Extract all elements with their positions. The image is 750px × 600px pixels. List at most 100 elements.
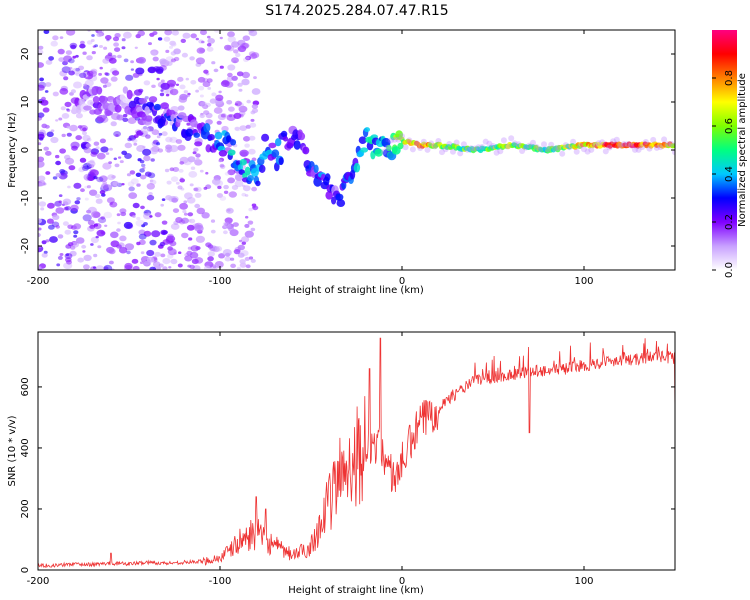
spectrogram-noise-blob: [55, 225, 60, 229]
spectrogram-noise-blob: [245, 55, 252, 61]
spectrogram-noise-blob: [192, 151, 197, 155]
spectrogram-halo-blob: [388, 137, 395, 144]
spectrogram-noise-blob: [177, 185, 183, 190]
spectrogram-noise-blob: [94, 44, 98, 48]
spectrogram-noise-blob: [223, 190, 229, 194]
spectrogram-ridge-blob: [207, 134, 215, 141]
spectrogram-noise-blob: [188, 171, 198, 178]
spectrogram-noise-blob: [210, 229, 216, 234]
spectrogram-noise-blob: [113, 157, 118, 161]
spectrogram-noise-blob: [93, 253, 98, 258]
spectrogram-noise-blob: [100, 77, 109, 84]
spectrogram-noise-blob: [90, 243, 94, 246]
spectrogram-noise-blob: [127, 181, 135, 187]
spectrogram-noise-blob: [238, 105, 248, 113]
spectrogram-noise-blob: [52, 214, 60, 220]
spectrogram-noise-blob: [203, 186, 208, 190]
spectrogram-noise-blob: [61, 133, 66, 138]
spectrogram-noise-blob: [69, 42, 78, 49]
spectrogram-noise-blob: [169, 45, 173, 49]
spectrogram-noise-blob: [78, 167, 85, 173]
spectrogram-noise-blob: [224, 81, 234, 88]
spectrogram-noise-blob: [102, 181, 108, 185]
spectrogram-noise-blob: [138, 233, 147, 240]
spectrogram-noise-blob: [205, 242, 212, 248]
spectrogram-noise-blob: [180, 38, 186, 44]
spectrogram-noise-blob: [246, 99, 251, 104]
spectrogram-noise-blob: [226, 45, 235, 52]
spectrogram-noise-blob: [126, 173, 131, 177]
spectrogram-noise-blob: [169, 136, 178, 143]
spectrogram-noise-blob: [178, 219, 186, 225]
spectrogram-noise-blob: [207, 251, 215, 257]
spectrogram-noise-blob: [199, 114, 205, 119]
spectrogram-noise-blob: [110, 121, 117, 127]
spectrogram-noise-blob: [223, 184, 229, 190]
spectrogram-noise-blob: [81, 164, 86, 169]
spectrogram-noise-blob: [73, 230, 79, 235]
spectrogram-noise-blob: [119, 208, 127, 214]
spectrogram-noise-blob: [186, 197, 196, 204]
spectrogram-noise-blob: [207, 38, 215, 44]
spectrogram-noise-blob: [220, 80, 230, 87]
spectrogram-noise-blob: [227, 31, 235, 38]
spectrogram-noise-blob: [206, 78, 213, 83]
spectrogram-noise-blob: [79, 157, 87, 163]
spectrogram-noise-blob: [206, 46, 214, 52]
spectrogram-noise-blob: [214, 246, 223, 252]
spectrogram-noise-blob: [247, 220, 254, 225]
spectrogram-noise-blob: [213, 68, 219, 73]
spectrogram-halo-blob: [573, 148, 580, 155]
spectrogram-noise-blob: [59, 36, 64, 39]
spectrogram-halo-blob: [493, 149, 500, 156]
spectrogram-noise-blob: [124, 262, 133, 270]
spectrogram-noise-blob: [152, 56, 159, 62]
spectrogram-noise-blob: [149, 266, 157, 270]
spectrogram-noise-blob: [88, 70, 97, 78]
spectrogram-halo-blob: [453, 139, 460, 146]
spectrogram-noise-blob: [111, 112, 121, 121]
spectrogram-noise-blob: [224, 252, 231, 257]
spectrogram-halo-blob: [646, 145, 653, 152]
spectrogram-ridge-blob: [185, 128, 194, 137]
spectrogram-ridge-blob: [126, 89, 133, 100]
spectrogram-noise-blob: [207, 86, 212, 90]
spectrogram-noise-blob: [110, 231, 119, 239]
spectrogram-noise-blob: [38, 227, 42, 231]
spectrogram-noise-blob: [170, 58, 176, 63]
spectrogram-noise-blob: [237, 45, 247, 53]
spectrogram-ridge-blob: [268, 142, 277, 149]
spectrogram-noise-blob: [177, 144, 186, 151]
spectrogram-x-ticks: -200 -100 0 100: [27, 30, 594, 287]
spectrogram-noise-blob: [123, 31, 132, 39]
spectrogram-x-tick-label: -100: [209, 276, 232, 287]
snr-frame: [37, 331, 676, 571]
spectrogram-halo-blob: [471, 145, 478, 152]
spectrogram-ridge-blob: [153, 103, 161, 111]
spectrogram-noise-blob: [38, 112, 45, 118]
spectrogram-noise-blob: [52, 91, 59, 97]
spectrogram-noise-blob: [97, 245, 102, 249]
spectrogram-noise-blob: [126, 250, 131, 255]
spectrogram-noise-blob: [66, 108, 71, 112]
spectrogram-halo-blob: [428, 140, 435, 147]
spectrogram-noise-blob: [165, 93, 170, 97]
spectrogram-noise-blob: [136, 216, 141, 221]
spectrogram-noise-blob: [86, 160, 96, 168]
spectrogram-noise-blob: [231, 75, 238, 81]
spectrogram-noise-blob: [186, 122, 191, 126]
spectrogram-noise-blob: [79, 43, 86, 49]
spectrogram-noise-blob: [57, 48, 65, 55]
spectrogram-noise-blob: [82, 134, 91, 142]
spectrogram-noise-blob: [59, 88, 69, 95]
spectrogram-noise-blob: [127, 137, 132, 142]
spectrogram-halo-blob: [511, 140, 518, 147]
spectrogram-halo-blob: [519, 148, 526, 154]
spectrogram-noise-blob: [237, 244, 245, 251]
spectrogram-noise-blob: [115, 134, 119, 137]
spectrogram-noise-blob: [241, 236, 250, 243]
spectrogram-noise-blob: [218, 159, 223, 163]
spectrogram-halo-blob: [530, 139, 536, 146]
spectrogram-ridge-blob: [353, 162, 361, 173]
spectrogram-ridge-blob: [280, 130, 288, 138]
